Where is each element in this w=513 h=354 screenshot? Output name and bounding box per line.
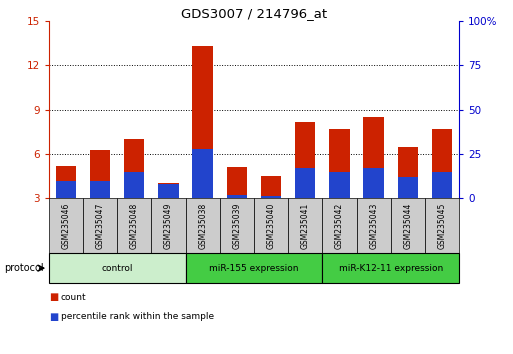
Bar bbox=[398, 177, 418, 198]
Bar bbox=[117, 198, 151, 253]
Bar bbox=[49, 198, 83, 253]
Bar bbox=[158, 184, 179, 198]
Bar bbox=[329, 129, 350, 198]
Bar bbox=[55, 181, 76, 198]
Text: GSM235047: GSM235047 bbox=[95, 202, 105, 249]
Bar bbox=[192, 46, 213, 198]
Bar bbox=[192, 149, 213, 198]
Bar bbox=[220, 198, 254, 253]
Text: GSM235048: GSM235048 bbox=[130, 202, 139, 249]
Bar bbox=[398, 147, 418, 198]
Bar bbox=[227, 195, 247, 198]
Bar bbox=[83, 198, 117, 253]
Text: protocol: protocol bbox=[4, 263, 44, 273]
Title: GDS3007 / 214796_at: GDS3007 / 214796_at bbox=[181, 7, 327, 20]
Bar bbox=[391, 198, 425, 253]
Text: percentile rank within the sample: percentile rank within the sample bbox=[61, 312, 213, 321]
Bar bbox=[425, 198, 459, 253]
Bar bbox=[254, 198, 288, 253]
Text: GSM235039: GSM235039 bbox=[232, 202, 241, 249]
Text: GSM235043: GSM235043 bbox=[369, 202, 378, 249]
Bar bbox=[90, 149, 110, 198]
Bar bbox=[158, 183, 179, 198]
Text: GSM235046: GSM235046 bbox=[62, 202, 70, 249]
Bar bbox=[295, 168, 315, 198]
Bar bbox=[151, 198, 186, 253]
Text: GSM235049: GSM235049 bbox=[164, 202, 173, 249]
Bar bbox=[363, 168, 384, 198]
Bar bbox=[261, 196, 281, 198]
Bar bbox=[432, 129, 452, 198]
Bar bbox=[90, 181, 110, 198]
Bar bbox=[186, 198, 220, 253]
Bar bbox=[227, 167, 247, 198]
Bar bbox=[261, 176, 281, 198]
Bar bbox=[322, 198, 357, 253]
Bar bbox=[432, 172, 452, 198]
Text: ■: ■ bbox=[49, 292, 58, 302]
Text: GSM235044: GSM235044 bbox=[403, 202, 412, 249]
Text: GSM235040: GSM235040 bbox=[267, 202, 275, 249]
Bar bbox=[288, 198, 322, 253]
Bar bbox=[295, 121, 315, 198]
Bar bbox=[357, 198, 391, 253]
Text: count: count bbox=[61, 293, 86, 302]
Bar bbox=[124, 139, 145, 198]
Text: ■: ■ bbox=[49, 312, 58, 322]
Bar bbox=[186, 253, 322, 283]
Bar bbox=[329, 172, 350, 198]
Bar bbox=[322, 253, 459, 283]
Text: GSM235045: GSM235045 bbox=[438, 202, 446, 249]
Text: miR-155 expression: miR-155 expression bbox=[209, 264, 299, 273]
Text: miR-K12-11 expression: miR-K12-11 expression bbox=[339, 264, 443, 273]
Bar bbox=[363, 117, 384, 198]
Bar bbox=[49, 253, 186, 283]
Text: GSM235038: GSM235038 bbox=[198, 202, 207, 249]
Bar bbox=[124, 172, 145, 198]
Text: GSM235041: GSM235041 bbox=[301, 202, 310, 249]
Text: GSM235042: GSM235042 bbox=[335, 202, 344, 249]
Text: control: control bbox=[102, 264, 133, 273]
Bar bbox=[55, 166, 76, 198]
